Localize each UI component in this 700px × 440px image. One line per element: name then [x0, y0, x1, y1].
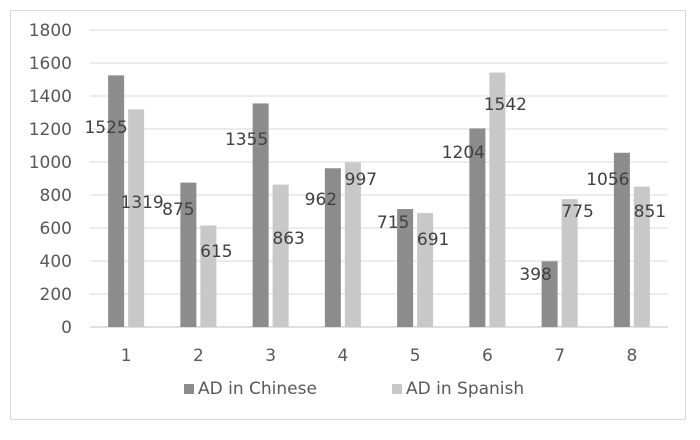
bar-series1-cat4 [324, 168, 341, 327]
y-tick-label-1400: 1400 [29, 87, 72, 107]
data-label-series2-cat4: 997 [345, 170, 377, 190]
data-label-series2-cat5: 691 [417, 230, 449, 250]
bar-series1-cat8 [613, 152, 630, 327]
bar-series2-cat7 [561, 199, 578, 327]
bar-series2-cat8 [633, 186, 650, 327]
bar-series2-cat1 [128, 109, 145, 328]
bar-series2-cat3 [272, 184, 289, 327]
bar-series1-cat1 [108, 75, 125, 327]
data-label-series1-cat8: 1056 [586, 170, 629, 190]
bar-series2-cat2 [200, 225, 217, 327]
bar-series1-cat3 [252, 103, 269, 327]
data-label-series1-cat5: 715 [377, 213, 409, 233]
y-tick-label-1600: 1600 [29, 54, 72, 74]
bar-series1-cat6 [469, 128, 486, 327]
data-label-series2-cat6: 1542 [484, 95, 527, 115]
data-label-series1-cat4: 962 [305, 190, 337, 210]
data-label-series1-cat6: 1204 [442, 143, 485, 163]
bar-series1-cat5 [397, 209, 414, 327]
x-tick-label-8: 8 [626, 346, 637, 366]
y-tick-label-1800: 1800 [29, 21, 72, 41]
y-tick-label-800: 800 [40, 186, 72, 206]
data-label-series1-cat1: 1525 [84, 118, 127, 138]
x-tick-label-1: 1 [121, 346, 132, 366]
data-label-series2-cat3: 863 [272, 229, 304, 249]
bar-series2-cat5 [417, 212, 434, 327]
x-tick-label-2: 2 [193, 346, 204, 366]
legend-label-series2: AD in Spanish [406, 379, 524, 399]
bar-series1-cat2 [180, 182, 197, 327]
data-label-series1-cat2: 875 [162, 200, 194, 220]
data-label-series2-cat7: 775 [561, 202, 593, 222]
y-tick-label-1200: 1200 [29, 120, 72, 140]
x-tick-label-3: 3 [265, 346, 276, 366]
y-tick-label-0: 0 [61, 318, 72, 338]
data-label-series2-cat8: 851 [634, 202, 666, 222]
legend-swatch-series2 [392, 384, 402, 394]
data-label-series1-cat7: 398 [519, 265, 551, 285]
data-label-series1-cat3: 1355 [225, 130, 268, 150]
y-tick-label-200: 200 [40, 285, 72, 305]
y-tick-label-400: 400 [40, 252, 72, 272]
legend-swatch-series1 [184, 384, 194, 394]
bar-series2-cat4 [344, 162, 361, 327]
y-tick-label-600: 600 [40, 219, 72, 239]
data-label-series2-cat1: 1319 [120, 193, 163, 213]
x-tick-label-7: 7 [554, 346, 565, 366]
x-tick-label-5: 5 [410, 346, 421, 366]
y-tick-label-1000: 1000 [29, 153, 72, 173]
bar-series1-cat7 [541, 261, 558, 327]
data-label-series2-cat2: 615 [200, 242, 232, 262]
x-tick-label-4: 4 [337, 346, 348, 366]
bar-series2-cat6 [489, 72, 506, 327]
legend-label-series1: AD in Chinese [198, 379, 317, 399]
x-tick-label-6: 6 [482, 346, 493, 366]
